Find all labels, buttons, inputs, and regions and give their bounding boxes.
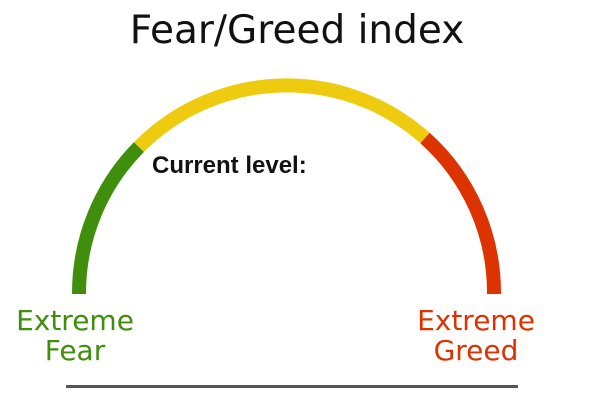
extreme-fear-label-line1: Extreme	[16, 304, 134, 337]
current-level-label: Current level:	[152, 152, 307, 179]
extreme-greed-label-line1: Extreme	[417, 304, 535, 337]
page-title: Fear/Greed index	[129, 8, 465, 53]
gauge-segment-greed	[420, 132, 502, 295]
extreme-fear-label-line2: Fear	[44, 334, 106, 368]
baseline-divider	[66, 385, 518, 388]
extreme-greed-label-line2: Greed	[433, 334, 519, 368]
gauge-segment-neutral	[134, 78, 430, 152]
extreme-fear-label: Extreme Fear	[14, 304, 136, 368]
extreme-greed-label: Extreme Greed	[414, 304, 538, 368]
gauge-segment-fear	[71, 142, 145, 295]
